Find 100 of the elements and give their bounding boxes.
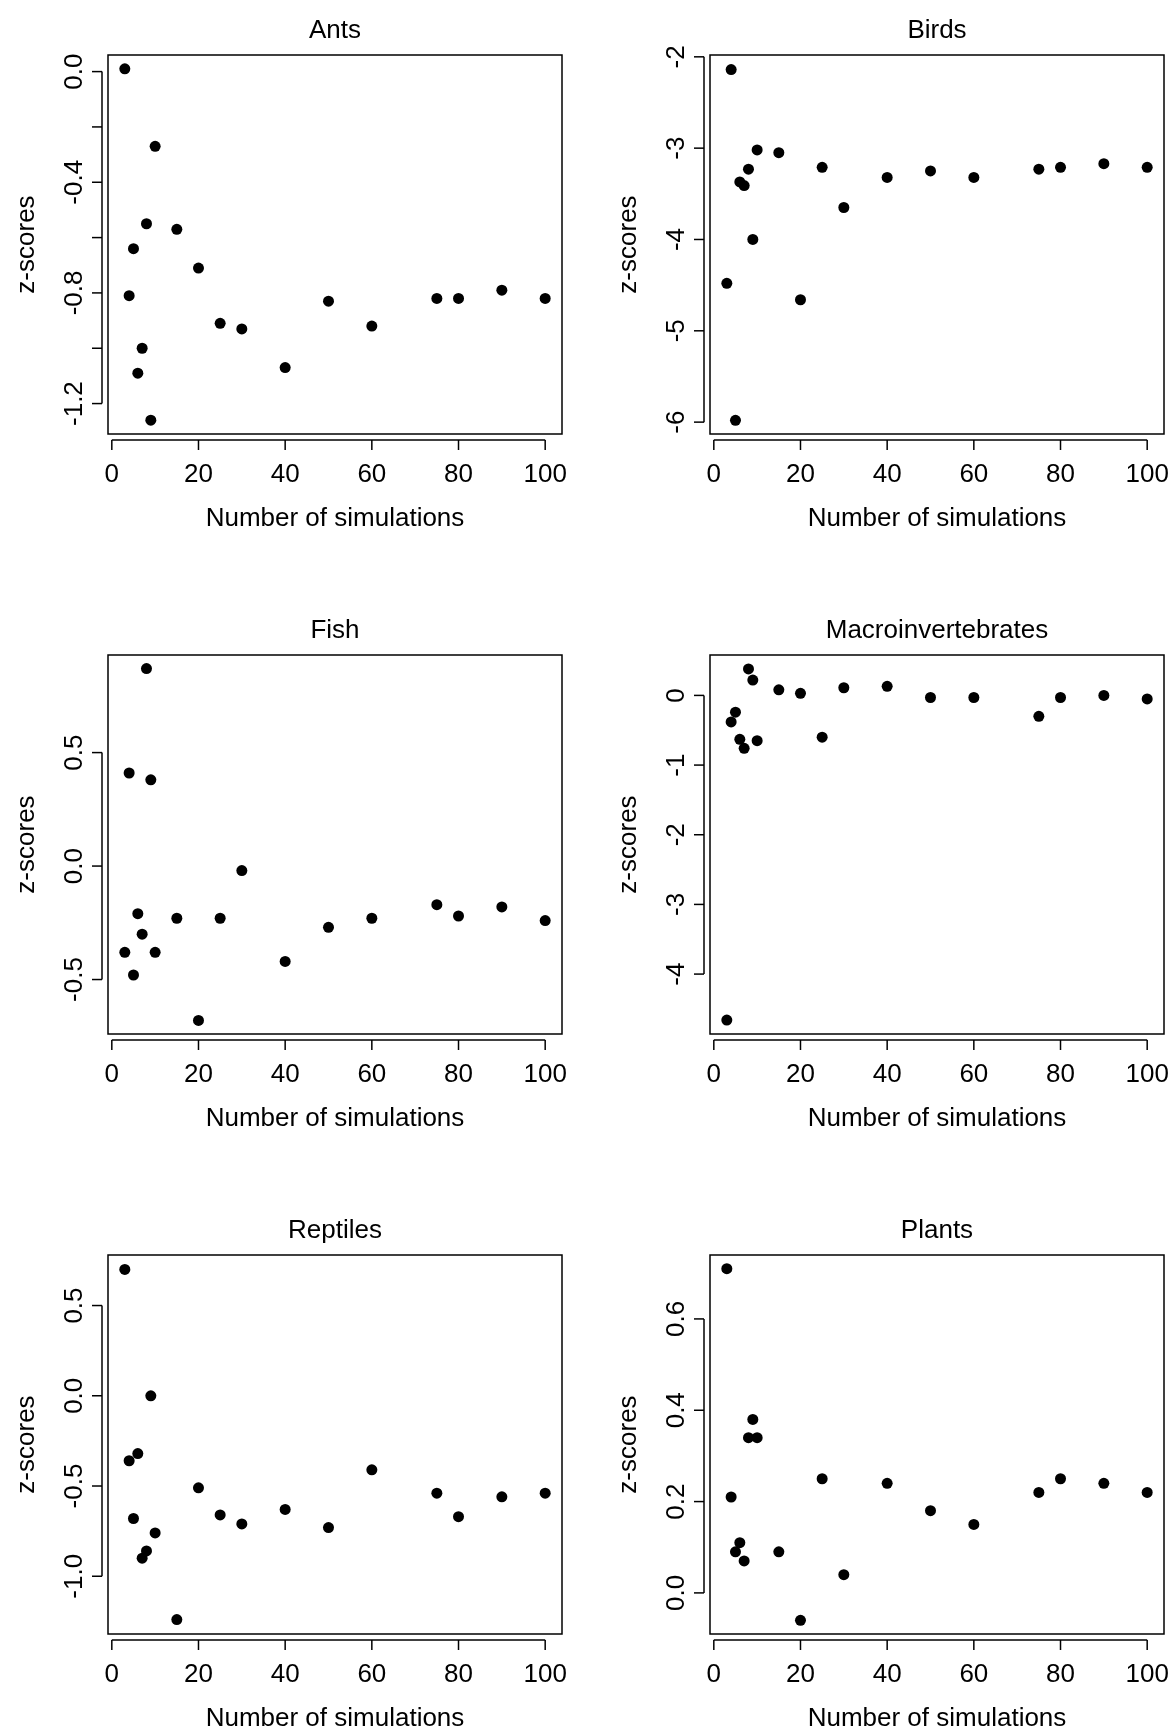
- point: [1141, 693, 1153, 705]
- point: [539, 915, 551, 927]
- point: [725, 1491, 737, 1503]
- x-tick-label: 0: [104, 1658, 120, 1688]
- point: [773, 684, 785, 696]
- y-tick-label: 0.5: [58, 1287, 88, 1324]
- point: [127, 243, 139, 255]
- y-axis-title: z-scores: [10, 195, 40, 294]
- x-tick-label: 60: [959, 458, 989, 488]
- x-tick-label: 40: [270, 458, 300, 488]
- point: [119, 946, 131, 958]
- x-tick-label: 100: [523, 1658, 567, 1688]
- point: [171, 912, 183, 924]
- point: [742, 663, 754, 675]
- point: [214, 317, 226, 329]
- x-tick-label: 80: [444, 458, 473, 488]
- x-tick-label: 40: [872, 1658, 902, 1688]
- point: [136, 928, 148, 940]
- x-tick-label: 0: [104, 1058, 120, 1088]
- point: [881, 680, 893, 692]
- x-tick-label: 80: [1046, 1058, 1075, 1088]
- point: [838, 682, 850, 694]
- y-tick-label: 0.0: [58, 53, 88, 90]
- point: [539, 292, 551, 304]
- point: [366, 1464, 378, 1476]
- point: [968, 1518, 980, 1530]
- x-tick-label: 60: [357, 458, 387, 488]
- point: [721, 1014, 733, 1026]
- y-tick-label: 0.4: [660, 1392, 690, 1429]
- point: [794, 294, 806, 306]
- x-tick-label: 100: [1125, 458, 1169, 488]
- x-tick-label: 20: [184, 1658, 213, 1688]
- x-tick-label: 80: [1046, 458, 1075, 488]
- point: [431, 899, 443, 911]
- point: [1033, 710, 1045, 722]
- point: [816, 161, 828, 173]
- point: [132, 1448, 144, 1460]
- y-tick-label: -1: [660, 753, 690, 777]
- point: [279, 362, 291, 374]
- point: [140, 663, 152, 675]
- y-tick-label: -3: [660, 136, 690, 160]
- point: [453, 292, 465, 304]
- y-tick-label: -4: [660, 227, 690, 252]
- x-tick-label: 20: [184, 458, 213, 488]
- point: [145, 1390, 157, 1402]
- point: [1098, 1477, 1110, 1489]
- x-tick-label: 40: [872, 458, 902, 488]
- point: [738, 1555, 750, 1567]
- y-tick-label: -0.5: [58, 1463, 88, 1509]
- y-tick-label: -1.2: [58, 381, 88, 426]
- point: [279, 1503, 291, 1515]
- point: [140, 1545, 152, 1557]
- point: [279, 955, 291, 967]
- y-tick-label: -2: [660, 823, 690, 847]
- point: [838, 202, 850, 214]
- point: [816, 731, 828, 743]
- point: [140, 218, 152, 230]
- point: [1098, 158, 1110, 170]
- y-tick-label: -6: [660, 410, 690, 434]
- point: [747, 233, 759, 245]
- point: [747, 1413, 759, 1425]
- x-tick-label: 60: [357, 1058, 387, 1088]
- point: [123, 767, 135, 779]
- point: [1098, 689, 1110, 701]
- point: [145, 774, 157, 786]
- y-axis-title: z-scores: [10, 795, 40, 894]
- x-tick-label: 40: [270, 1658, 300, 1688]
- y-tick-label: 0.6: [660, 1300, 690, 1338]
- point: [366, 912, 378, 924]
- point: [925, 692, 936, 703]
- y-tick-label: 0.0: [58, 847, 88, 885]
- y-tick-label: -0.5: [58, 957, 88, 1002]
- point: [236, 1518, 248, 1530]
- point: [1055, 692, 1067, 703]
- y-tick-label: -0.4: [58, 159, 88, 205]
- point: [136, 342, 148, 354]
- point: [323, 1522, 334, 1534]
- point: [127, 1513, 139, 1524]
- y-tick-label: -0.8: [58, 270, 88, 316]
- point: [721, 277, 733, 289]
- x-tick-label: 80: [1046, 1658, 1075, 1688]
- point: [773, 1546, 785, 1558]
- y-tick-label: -5: [660, 319, 690, 343]
- point: [794, 687, 806, 699]
- point: [214, 912, 226, 924]
- x-tick-label: 0: [706, 458, 722, 488]
- x-axis-title: Number of simulations: [205, 1702, 465, 1730]
- point: [721, 1263, 733, 1275]
- point: [725, 716, 737, 728]
- point: [192, 1014, 204, 1026]
- point: [925, 165, 936, 177]
- point: [925, 1505, 936, 1517]
- chart-title: Birds: [907, 14, 967, 44]
- point: [539, 1487, 551, 1499]
- point: [838, 1569, 850, 1581]
- point: [431, 292, 443, 304]
- point: [881, 1477, 893, 1489]
- chart-title: Ants: [308, 14, 362, 44]
- point: [734, 1537, 746, 1549]
- point: [794, 1614, 806, 1626]
